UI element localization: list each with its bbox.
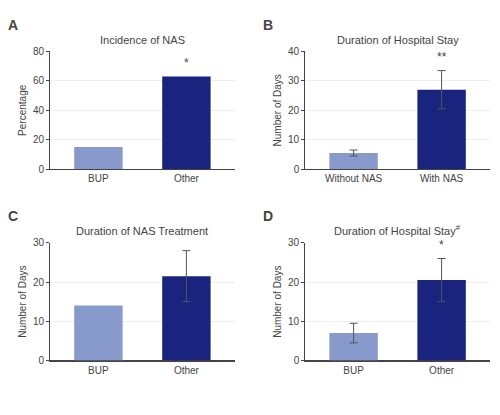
svg-text:BUP: BUP (88, 173, 109, 184)
svg-text:Other: Other (174, 173, 200, 184)
svg-text:0: 0 (38, 355, 44, 366)
svg-text:30: 30 (288, 75, 300, 86)
svg-text:Other: Other (174, 365, 200, 376)
svg-text:80: 80 (33, 46, 45, 57)
svg-text:Duration of Hospital Stay: Duration of Hospital Stay (337, 34, 459, 46)
svg-text:Percentage: Percentage (17, 84, 28, 136)
svg-text:Duration of NAS Treatment: Duration of NAS Treatment (76, 225, 208, 237)
svg-text:20: 20 (288, 277, 300, 288)
svg-text:BUP: BUP (88, 365, 109, 376)
svg-text:C: C (8, 208, 18, 224)
svg-text:Incidence of NAS: Incidence of NAS (100, 34, 185, 46)
svg-text:D: D (263, 208, 273, 224)
svg-text:*: * (184, 56, 189, 70)
svg-text:Duration of Hospital Stay​#​: Duration of Hospital Stay​#​ (334, 223, 461, 237)
svg-text:10: 10 (288, 134, 300, 145)
svg-text:10: 10 (288, 316, 300, 327)
svg-text:0: 0 (38, 164, 44, 175)
svg-text:Without NAS: Without NAS (325, 173, 383, 184)
svg-text:Number of Days: Number of Days (272, 74, 283, 146)
svg-text:60: 60 (33, 75, 45, 86)
svg-text:40: 40 (33, 105, 45, 116)
svg-text:20: 20 (288, 105, 300, 116)
svg-text:Other: Other (429, 365, 455, 376)
svg-text:Number of Days: Number of Days (272, 266, 283, 338)
svg-text:Number of Days: Number of Days (17, 266, 28, 338)
svg-text:With NAS: With NAS (420, 173, 464, 184)
svg-text:0: 0 (294, 355, 300, 366)
svg-text:30: 30 (288, 237, 300, 248)
svg-text:A: A (8, 17, 18, 33)
svg-text:**: ** (437, 50, 447, 64)
svg-text:0: 0 (294, 164, 300, 175)
svg-text:30: 30 (33, 237, 45, 248)
svg-text:20: 20 (33, 277, 45, 288)
svg-text:B: B (263, 17, 273, 33)
svg-text:40: 40 (288, 46, 300, 57)
svg-text:20: 20 (33, 134, 45, 145)
svg-text:*: * (439, 238, 444, 252)
svg-text:BUP: BUP (343, 365, 364, 376)
svg-text:10: 10 (33, 316, 45, 327)
